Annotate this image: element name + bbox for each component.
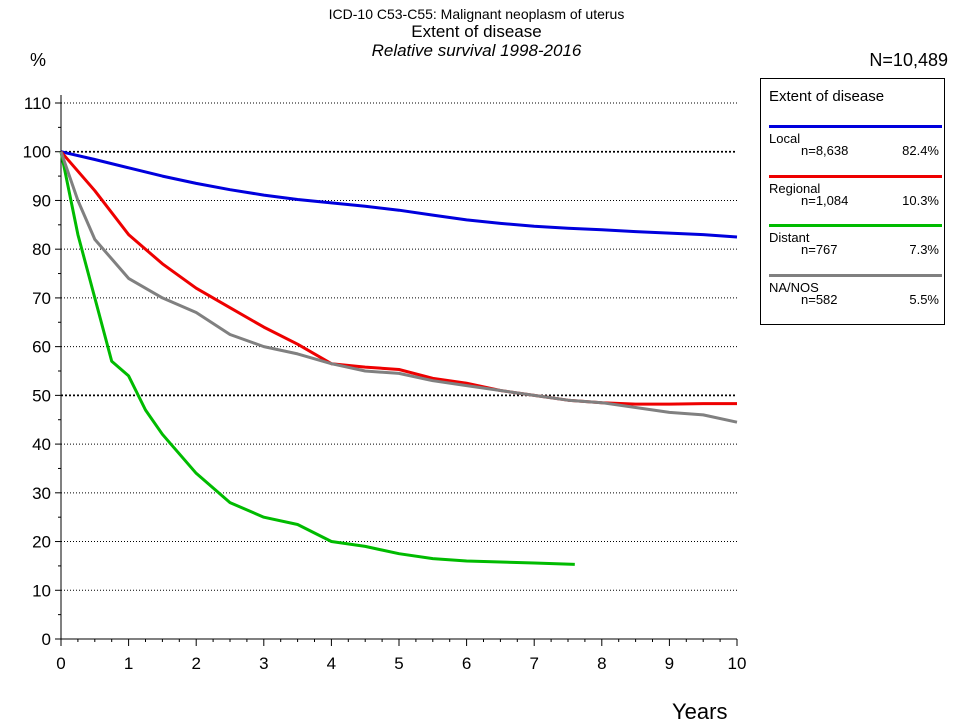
legend-label-local: Local <box>769 131 801 146</box>
legend-count-local: n=8,638 <box>801 143 849 158</box>
chart-title: Extent of disease <box>411 22 542 41</box>
chart-title-block: ICD-10 C53-C55: Malignant neoplasm of ut… <box>0 6 953 61</box>
legend-item-local: Local n=8,638 82.4% <box>761 125 944 175</box>
y-tick-label-60: 60 <box>32 338 51 357</box>
chart-title-diagnosis: ICD-10 C53-C55: Malignant neoplasm of ut… <box>328 6 625 22</box>
y-tick-label-90: 90 <box>32 191 51 210</box>
grid-lines <box>61 102 737 591</box>
y-tick-label-50: 50 <box>32 386 51 405</box>
y-tick-label-110: 110 <box>24 94 51 113</box>
x-tick-label-2: 2 <box>191 654 200 673</box>
legend-swatch-local <box>769 125 942 128</box>
legend-count-na-nos: n=582 <box>801 292 838 307</box>
legend-item-distant: Distant n=767 7.3% <box>761 224 944 274</box>
legend-label-na-nos: NA/NOS <box>769 280 819 295</box>
y-tick-label-70: 70 <box>32 289 51 308</box>
legend-label-distant: Distant <box>769 230 810 245</box>
legend-percent-regional: 10.3% <box>902 193 939 208</box>
legend-percent-local: 82.4% <box>902 143 939 158</box>
x-tick-label-0: 0 <box>56 654 65 673</box>
y-tick-label-10: 10 <box>32 581 51 600</box>
y-tick-label-100: 100 <box>23 143 51 162</box>
x-axis-label: Years <box>672 699 728 724</box>
x-tick-label-9: 9 <box>665 654 674 673</box>
x-tick-label-1: 1 <box>124 654 133 673</box>
y-tick-label-20: 20 <box>32 533 51 552</box>
legend-swatch-na-nos <box>769 274 942 277</box>
x-tick-label-5: 5 <box>394 654 403 673</box>
legend-swatch-regional <box>769 175 942 178</box>
legend: Extent of disease Local n=8,638 82.4% Re… <box>760 78 945 325</box>
y-tick-label-80: 80 <box>32 240 51 259</box>
x-tick-label-6: 6 <box>462 654 471 673</box>
legend-title: Extent of disease <box>769 88 885 105</box>
legend-swatch-distant <box>769 224 942 227</box>
x-tick-label-8: 8 <box>597 654 606 673</box>
series-line-distant <box>59 151 575 566</box>
series-line-local <box>60 150 738 239</box>
y-tick-label-0: 0 <box>42 630 51 649</box>
y-tick-label-40: 40 <box>32 435 51 454</box>
tick-marks: 0 10 20 30 40 50 60 70 80 90 100 110 0 1 2 3 4 5 6 7 8 9 10 <box>23 94 747 673</box>
x-tick-label-7: 7 <box>529 654 538 673</box>
legend-percent-na-nos: 5.5% <box>909 292 939 307</box>
chart-subtitle: Relative survival 1998-2016 <box>371 41 582 60</box>
legend-percent-distant: 7.3% <box>909 242 939 257</box>
legend-count-distant: n=767 <box>801 242 838 257</box>
series-lines <box>59 150 738 566</box>
x-tick-label-10: 10 <box>728 654 747 673</box>
legend-label-regional: Regional <box>769 181 821 196</box>
x-tick-label-4: 4 <box>327 654 336 673</box>
legend-count-regional: n=1,084 <box>801 193 849 208</box>
total-n-label: N=10,489 <box>869 50 948 70</box>
x-tick-label-3: 3 <box>259 654 268 673</box>
y-tick-label-30: 30 <box>32 484 51 503</box>
legend-item-regional: Regional n=1,084 10.3% <box>761 175 944 225</box>
series-line-regional <box>59 150 737 406</box>
legend-item-na-nos: NA/NOS n=582 5.5% <box>761 274 944 324</box>
series-line-na-nos <box>59 151 738 424</box>
y-axis-unit-label: % <box>30 50 47 70</box>
